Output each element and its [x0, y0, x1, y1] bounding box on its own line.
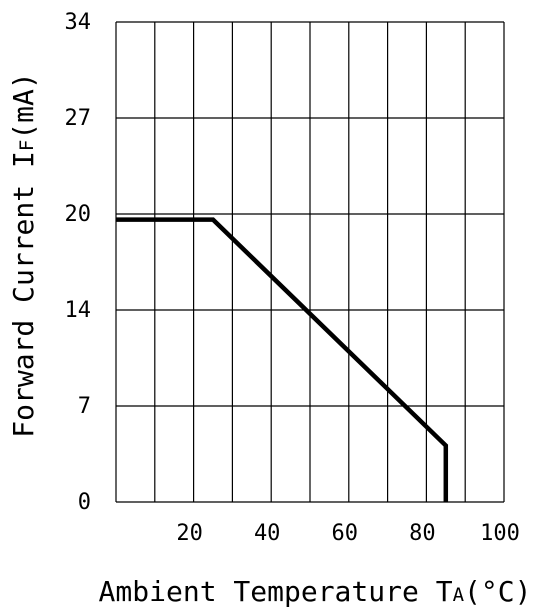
y-axis-label: Forward Current IF(mA): [7, 72, 40, 437]
y-tick-label: 34: [65, 10, 92, 35]
y-tick-label: 7: [78, 394, 91, 419]
y-tick-labels: 0 7 14 20 27 34: [65, 10, 92, 515]
x-tick-label: 60: [332, 521, 359, 546]
x-axis-label: Ambient Temperature TA(°C): [99, 575, 532, 608]
y-tick-label: 27: [65, 106, 92, 131]
x-tick-label: 100: [480, 521, 520, 546]
y-tick-label: 14: [65, 298, 92, 323]
x-tick-label: 20: [176, 521, 203, 546]
x-tick-label: 40: [254, 521, 281, 546]
y-tick-label: 20: [65, 202, 92, 227]
x-tick-label: 80: [409, 521, 436, 546]
chart-grid: [115, 21, 505, 503]
y-tick-label: 0: [78, 490, 91, 515]
x-tick-labels: 20 40 60 80 100: [176, 521, 520, 546]
series-line: [116, 217, 449, 502]
chart-series: [116, 217, 449, 502]
